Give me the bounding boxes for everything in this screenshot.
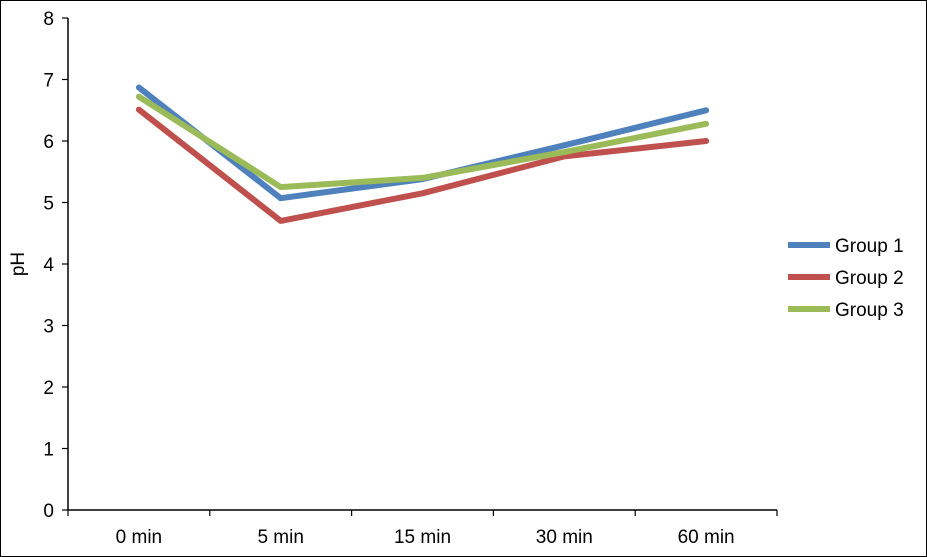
series-line <box>135 106 710 224</box>
x-axis: 0 min 5 min 15 min 30 min 60 min <box>67 509 778 548</box>
x-tick-label: 5 min <box>257 527 303 548</box>
y-tick-label: 3 <box>43 317 54 338</box>
series-lines <box>135 84 710 224</box>
x-tick-label: 15 min <box>394 527 451 548</box>
y-tick-label: 2 <box>43 378 54 399</box>
legend: Group 1 Group 2 Group 3 <box>788 236 904 321</box>
legend-label: Group 3 <box>835 300 904 321</box>
y-tick-label: 4 <box>43 255 54 276</box>
y-tick-label: 8 <box>43 9 54 30</box>
legend-label: Group 2 <box>835 268 904 289</box>
y-tick-label: 7 <box>43 71 54 92</box>
y-tick-label: 5 <box>43 194 54 215</box>
y-tick-label: 1 <box>43 440 54 461</box>
legend-label: Group 1 <box>835 236 904 257</box>
x-tick-label: 0 min <box>116 527 162 548</box>
y-tick-label: 6 <box>43 132 54 153</box>
x-tick-label: 60 min <box>678 527 735 548</box>
y-tick-label: 0 <box>43 501 54 522</box>
x-tick-label: 30 min <box>536 527 593 548</box>
y-axis: 0 1 2 3 4 5 6 7 8 <box>43 9 69 522</box>
series-line <box>135 93 710 191</box>
y-axis-title: pH <box>8 252 29 276</box>
